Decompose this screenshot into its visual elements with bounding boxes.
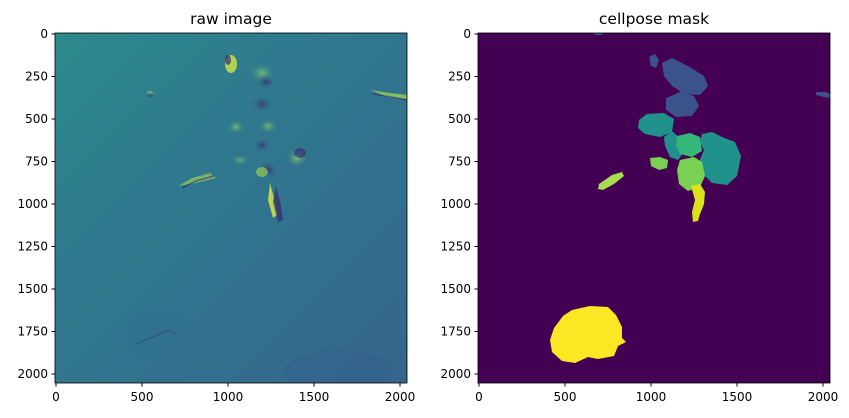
y-tick-label: 1750 [17,325,48,339]
raw-image-y-axis: 0 250 500 750 1000 1250 1500 1750 2000 [17,27,55,381]
x-tick-label: 2000 [385,390,416,404]
y-tick-label: 2000 [17,367,48,381]
x-tick-label: 2000 [808,390,839,404]
x-tick-label: 0 [475,390,483,404]
y-tick-label: 1500 [440,282,471,296]
y-tick-label: 750 [448,155,471,169]
x-tick-label: 1500 [299,390,330,404]
mask-image [478,33,830,383]
x-tick-label: 500 [131,390,154,404]
raw-image-x-axis: 0 500 1000 1500 2000 [52,383,415,404]
y-tick-label: 500 [25,112,48,126]
x-tick-label: 1000 [636,390,667,404]
raw-image-title: raw image [190,10,272,28]
y-tick-label: 1000 [440,197,471,211]
y-tick-label: 750 [25,155,48,169]
y-tick-label: 2000 [440,367,471,381]
mask-y-axis: 0 250 500 750 1000 1250 1500 1750 2000 [440,27,478,381]
x-tick-label: 1000 [213,390,244,404]
mask-x-axis: 0 500 1000 1500 2000 [475,383,838,404]
raw-image [55,33,407,383]
raw-image-panel: raw image [17,10,415,404]
y-tick-label: 1500 [17,282,48,296]
x-tick-label: 1500 [722,390,753,404]
y-tick-label: 250 [25,70,48,84]
x-tick-label: 0 [52,390,60,404]
y-tick-label: 1750 [440,325,471,339]
y-tick-label: 0 [40,27,48,41]
y-tick-label: 1000 [17,197,48,211]
y-tick-label: 250 [448,70,471,84]
y-tick-label: 0 [463,27,471,41]
y-tick-label: 1250 [17,240,48,254]
x-tick-label: 500 [554,390,577,404]
cellpose-mask-panel: cellpose mask [440,10,838,404]
y-tick-label: 1250 [440,240,471,254]
y-tick-label: 500 [448,112,471,126]
cellpose-mask-title: cellpose mask [599,10,709,28]
